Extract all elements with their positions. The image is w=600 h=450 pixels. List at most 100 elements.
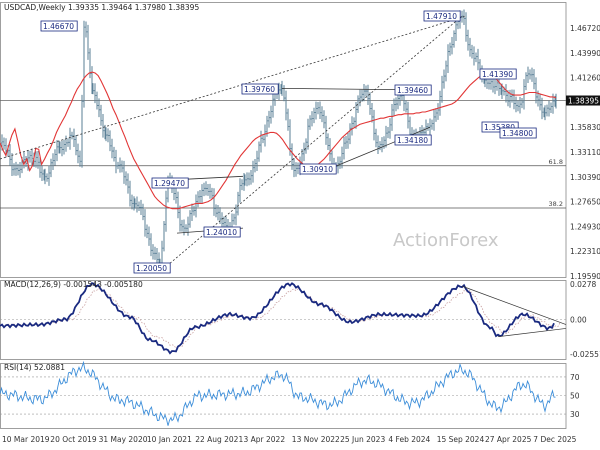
level-label: 1.46670 (40, 20, 78, 32)
ohlc-bar (146, 224, 148, 239)
ohlc-bar (52, 153, 54, 171)
ohlc-bar (125, 171, 127, 186)
reference-lines: 61.8 38.2 (0, 100, 566, 209)
ohlc-bar (152, 244, 154, 260)
ohlc-bar (373, 109, 375, 141)
ohlc-bar (309, 115, 311, 130)
ohlc-bar (134, 198, 136, 209)
ohlc-bar (9, 144, 11, 166)
level-label-box (499, 127, 537, 139)
ohlc-bar (144, 209, 146, 237)
ohlc-bar (29, 150, 31, 163)
macd-trendline-top (461, 285, 567, 325)
level-label-box (423, 10, 461, 22)
ohlc-bar (201, 184, 203, 203)
ohlc-bar (435, 108, 437, 122)
ohlc-bar (546, 104, 548, 117)
ohlc-bar (555, 93, 557, 109)
ohlc-bar (363, 84, 365, 102)
ohlc-bar (123, 160, 125, 184)
level-label-box (394, 84, 432, 96)
y-tick-label: 1.30390 (570, 173, 600, 182)
ohlc-bar (3, 137, 5, 150)
ohlc-bar (531, 67, 533, 82)
ohlc-bar (81, 94, 83, 168)
triangle-bottom (333, 126, 431, 168)
ohlc-bar (511, 89, 513, 103)
panel-frame-0 (0, 2, 567, 278)
ohlc-bar (272, 93, 274, 118)
ohlc-bar (199, 190, 201, 204)
ohlc-bar (142, 203, 144, 221)
y-tick-label: 1.22310 (570, 247, 600, 256)
ohlc-bar (244, 174, 246, 186)
ohlc-bar (215, 204, 217, 218)
x-tick-label: 15 Sep 2024 (437, 435, 485, 444)
macd-y-tick-label: 0.0278 (570, 280, 596, 289)
ohlc-bar (136, 196, 138, 213)
ohlc-bar (463, 9, 465, 26)
macd-panel (0, 281, 567, 355)
level-label-box (241, 83, 279, 95)
ohlc-bar (353, 117, 355, 128)
ohlc-bar (205, 181, 207, 196)
panel-frames (0, 2, 567, 429)
ohlc-bar (391, 104, 393, 131)
ohlc-bar (427, 123, 429, 131)
ohlc-bar (195, 194, 197, 218)
ohlc-bar (287, 108, 289, 131)
ohlc-bar (150, 233, 152, 257)
ohlc-bar (37, 151, 39, 169)
ohlc-bar (138, 201, 140, 212)
ohlc-bar (361, 89, 363, 102)
ohlc-bar (39, 156, 41, 178)
ohlc-bar (539, 94, 541, 111)
ohlc-bar (217, 205, 219, 221)
ohlc-bar (319, 101, 321, 119)
ohlc-bar (203, 182, 205, 197)
ohlc-bar (61, 140, 63, 157)
fib-label: 38.2 (549, 200, 563, 208)
x-tick-label: 10 Jan 2021 (147, 435, 192, 444)
ohlc-bar (94, 83, 96, 104)
ohlc-bar (19, 162, 21, 178)
ohlc-bar (98, 98, 100, 118)
ohlc-bar (119, 157, 121, 173)
ohlc-bar (339, 156, 341, 169)
level-label-text: 1.29470 (154, 179, 185, 188)
ohlc-bar (15, 161, 17, 176)
ohlc-bar (548, 100, 550, 117)
panel-frame-1 (0, 280, 567, 360)
ohlc-bar (433, 109, 435, 131)
rsi-y-tick-label: 30 (570, 410, 580, 419)
ohlc-bar (13, 163, 15, 176)
ohlc-bar (73, 128, 75, 147)
ohlc-bar (525, 72, 527, 91)
ohlc-bar (317, 102, 319, 115)
ohlc-bar (437, 103, 439, 120)
ohlc-bar (387, 127, 389, 139)
ohlc-bar (54, 149, 56, 166)
level-label-box (394, 134, 432, 146)
ohlc-bar (121, 160, 123, 173)
level-label: 1.39760 (241, 83, 279, 95)
level-label-box (203, 226, 241, 238)
level-label-text: 1.46670 (43, 22, 74, 31)
ohlc-bar (521, 98, 523, 109)
ohlc-bar (156, 247, 158, 265)
ohlc-bar (193, 205, 195, 216)
ohlc-bar (293, 158, 295, 178)
ohlc-bar (443, 69, 445, 89)
ohlc-bar (102, 113, 104, 138)
y-tick-label: 1.43990 (570, 49, 600, 58)
watermark: ActionForex (393, 230, 499, 251)
ohlc-bar (321, 106, 323, 123)
ohlc-bar (50, 158, 52, 178)
ohlc-bar (389, 118, 391, 139)
ohlc-bar (209, 183, 211, 199)
ohlc-bar (467, 29, 469, 51)
level-label: 1.30910 (299, 163, 337, 175)
level-label-text: 1.39760 (244, 85, 275, 94)
ohlc-bar (494, 79, 496, 95)
macd-header: MACD(12,26,9) -0.001543 -0.005180 (4, 280, 143, 289)
